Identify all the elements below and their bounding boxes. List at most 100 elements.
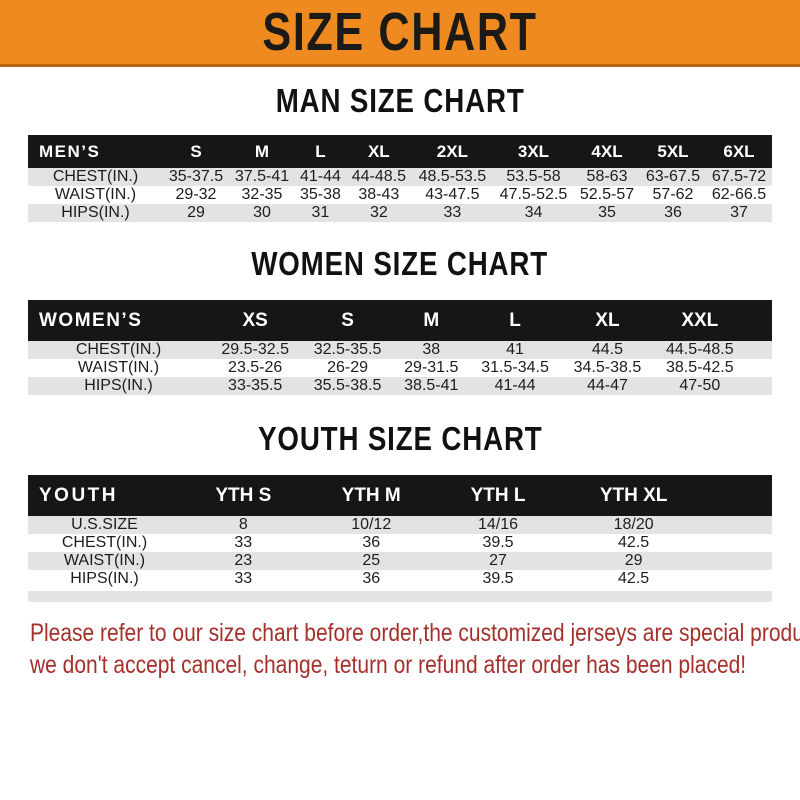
value-cell: 36 xyxy=(305,534,437,552)
table-corner-label: WOMEN’S xyxy=(28,300,209,341)
size-column-header: YTH M xyxy=(305,475,437,516)
value-cell: 42.5 xyxy=(559,534,708,552)
value-cell: 33 xyxy=(181,534,306,552)
value-cell: 39.5 xyxy=(436,534,560,552)
size-column-header: YTH L xyxy=(436,475,560,516)
men-size-section: MAN SIZE CHART MEN’S S M L XL 2XL 3XL 4XL 5XL 6XL… xyxy=(0,82,800,222)
size-column-header: XS xyxy=(209,300,302,341)
table-row: HIPS(IN.) 33-35.5 35.5-38.5 38.5-41 41-44 44-… xyxy=(28,377,772,395)
value-cell: 27 xyxy=(436,552,560,570)
size-column-header: S xyxy=(163,135,229,168)
value-cell: 44.5-48.5 xyxy=(653,341,746,359)
value-cell: 33 xyxy=(181,570,306,588)
size-column-header: 6XL xyxy=(705,135,772,168)
value-cell: 29.5-32.5 xyxy=(209,341,302,359)
filler-cell xyxy=(708,475,772,516)
value-cell: 35-38 xyxy=(294,186,346,204)
value-cell: 29-31.5 xyxy=(393,359,469,377)
row-label: CHEST(IN.) xyxy=(28,168,163,186)
row-label: WAIST(IN.) xyxy=(28,552,181,570)
size-column-header: 2XL xyxy=(411,135,493,168)
table-corner-label: YOUTH xyxy=(28,475,181,516)
table-row: WAIST(IN.) 29-32 32-35 35-38 38-43 43-47.5 47.… xyxy=(28,186,772,204)
size-chart-banner: SIZE CHART xyxy=(0,0,800,67)
table-row: CHEST(IN.) 29.5-32.5 32.5-35.5 38 41 44.5 44.5… xyxy=(28,341,772,359)
value-cell: 10/12 xyxy=(305,516,437,534)
value-cell: 29-32 xyxy=(163,186,229,204)
table-corner-label: MEN’S xyxy=(28,135,163,168)
value-cell: 53.5-58 xyxy=(492,168,575,186)
value-cell: 29 xyxy=(559,552,708,570)
size-column-header: XL xyxy=(345,135,412,168)
row-label: CHEST(IN.) xyxy=(28,534,181,552)
value-cell: 32-35 xyxy=(228,186,295,204)
value-cell: 63-67.5 xyxy=(640,168,706,186)
value-cell: 41-44 xyxy=(294,168,346,186)
size-column-header: XXL xyxy=(653,300,746,341)
table-row: HIPS(IN.) 29 30 31 32 33 34 35 36 37 xyxy=(28,204,772,222)
size-column-header: M xyxy=(228,135,295,168)
youth-size-section: YOUTH SIZE CHART YOUTH YTH S YTH M YTH L YTH… xyxy=(0,420,800,602)
filler-cell xyxy=(708,570,772,588)
value-cell: 34.5-38.5 xyxy=(561,359,654,377)
row-label: CHEST(IN.) xyxy=(28,341,209,359)
women-size-table: WOMEN’S XS S M L XL XXL CHEST(IN.) 29.5-32.5 32.5… xyxy=(28,300,772,395)
men-section-title-text: MAN SIZE CHART xyxy=(275,82,525,119)
value-cell: 37.5-41 xyxy=(228,168,295,186)
size-column-header: YTH XL xyxy=(559,475,708,516)
size-column-header: XL xyxy=(561,300,654,341)
table-row: WAIST(IN.) 23.5-26 26-29 29-31.5 31.5-34.5 34… xyxy=(28,359,772,377)
value-cell: 41 xyxy=(468,341,562,359)
row-label: WAIST(IN.) xyxy=(28,186,163,204)
footer-line-1: Please refer to our size chart before or… xyxy=(30,619,800,647)
value-cell: 36 xyxy=(305,570,437,588)
value-cell: 42.5 xyxy=(559,570,708,588)
youth-section-title-text: YOUTH SIZE CHART xyxy=(257,420,543,457)
value-cell: 23.5-26 xyxy=(209,359,302,377)
filler-cell xyxy=(708,516,772,534)
value-cell: 32 xyxy=(345,204,412,222)
table-row: WAIST(IN.) 23 25 27 29 xyxy=(28,552,772,570)
filler-cell xyxy=(746,300,772,341)
value-cell: 18/20 xyxy=(559,516,708,534)
filler-cell xyxy=(746,377,772,395)
value-cell: 31 xyxy=(294,204,346,222)
value-cell: 47.5-52.5 xyxy=(492,186,575,204)
value-cell: 38.5-41 xyxy=(393,377,469,395)
value-cell: 43-47.5 xyxy=(411,186,493,204)
value-cell: 35 xyxy=(574,204,640,222)
youth-section-title: YOUTH SIZE CHART xyxy=(0,420,800,462)
filler-cell xyxy=(708,552,772,570)
value-cell: 52.5-57 xyxy=(574,186,640,204)
size-column-header: 5XL xyxy=(640,135,706,168)
size-column-header: M xyxy=(393,300,469,341)
size-column-header: YTH S xyxy=(181,475,306,516)
value-cell: 32.5-35.5 xyxy=(301,341,394,359)
value-cell: 30 xyxy=(228,204,295,222)
size-column-header: 3XL xyxy=(492,135,575,168)
value-cell: 36 xyxy=(640,204,706,222)
filler-cell xyxy=(746,341,772,359)
value-cell: 33 xyxy=(411,204,493,222)
table-header-row: YOUTH YTH S YTH M YTH L YTH XL xyxy=(28,475,772,516)
value-cell: 44-48.5 xyxy=(345,168,412,186)
table-header-row: MEN’S S M L XL 2XL 3XL 4XL 5XL 6XL xyxy=(28,135,772,168)
table-row: HIPS(IN.) 33 36 39.5 42.5 xyxy=(28,570,772,588)
table-row: CHEST(IN.) 33 36 39.5 42.5 xyxy=(28,534,772,552)
table-row: U.S.SIZE 8 10/12 14/16 18/20 xyxy=(28,516,772,534)
value-cell: 38-43 xyxy=(345,186,412,204)
table-bottom-strip xyxy=(28,588,772,602)
women-size-section: WOMEN SIZE CHART WOMEN’S XS S M L XL XXL CHEST(… xyxy=(0,245,800,395)
table-header-row: WOMEN’S XS S M L XL XXL xyxy=(28,300,772,341)
size-column-header: 4XL xyxy=(574,135,640,168)
men-size-table: MEN’S S M L XL 2XL 3XL 4XL 5XL 6XL CHEST(IN.) 35-37… xyxy=(28,135,772,222)
value-cell: 26-29 xyxy=(301,359,394,377)
women-section-title-text: WOMEN SIZE CHART xyxy=(251,245,549,282)
value-cell: 41-44 xyxy=(468,377,562,395)
size-column-header: S xyxy=(301,300,394,341)
value-cell: 39.5 xyxy=(436,570,560,588)
women-section-title: WOMEN SIZE CHART xyxy=(0,245,800,287)
value-cell: 58-63 xyxy=(574,168,640,186)
value-cell: 33-35.5 xyxy=(209,377,302,395)
value-cell: 38.5-42.5 xyxy=(653,359,746,377)
